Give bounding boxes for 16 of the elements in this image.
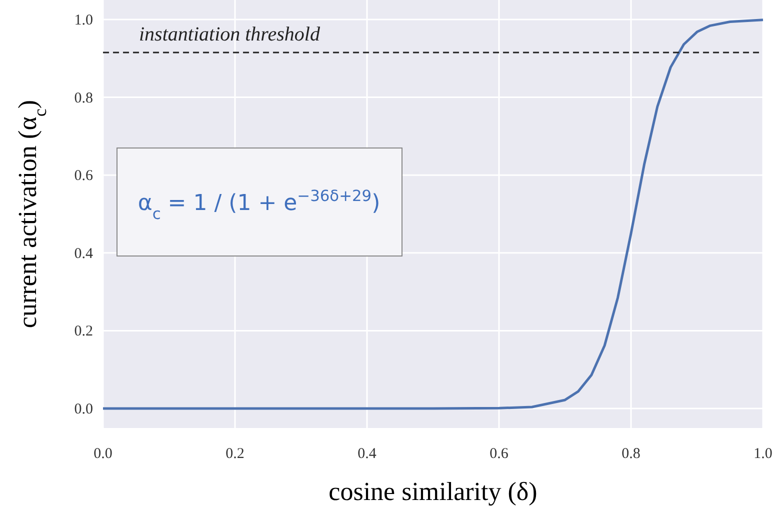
x-tick-label: 0.2 xyxy=(226,446,244,462)
x-axis-title: cosine similarity (δ) xyxy=(328,477,538,506)
x-tick-label: 0.6 xyxy=(490,446,509,462)
y-tick-label: 0.2 xyxy=(74,324,93,340)
y-tick-label: 0.8 xyxy=(74,90,93,106)
x-tick-label: 0.0 xyxy=(94,446,112,462)
x-tick-label: 0.8 xyxy=(622,446,640,462)
y-tick-label: 0.4 xyxy=(74,246,94,262)
y-tick-label: 1.0 xyxy=(74,12,93,28)
line-series xyxy=(102,18,764,410)
ref-line-label: instantiation threshold xyxy=(139,24,321,46)
x-tick-label: 0.4 xyxy=(358,446,377,462)
y-tick-label: 0.6 xyxy=(74,168,94,184)
y-tick-label: 0.0 xyxy=(74,402,93,418)
x-tick-label: 1.0 xyxy=(754,446,772,462)
annotation: α$_{c}$ = 1 / (1 + e$^{−36δ+29}$) xyxy=(138,187,380,223)
